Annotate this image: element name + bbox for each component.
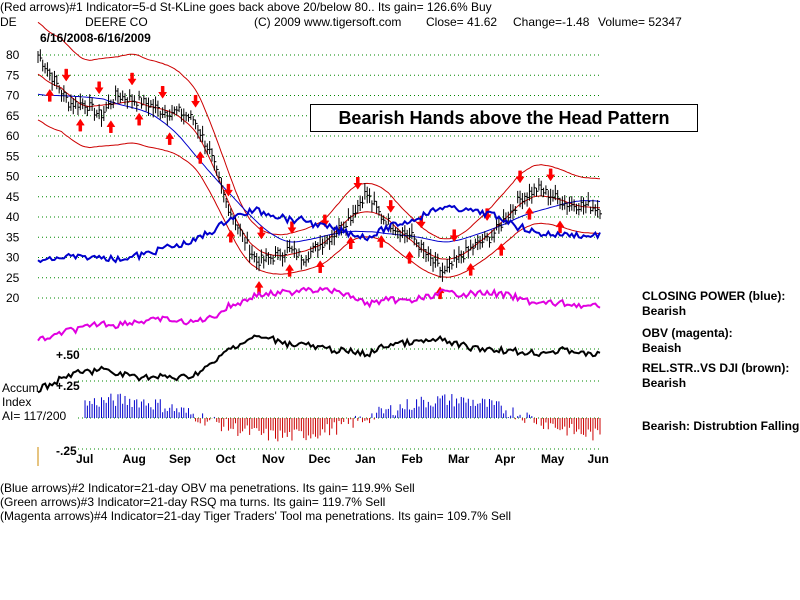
closing-power-title: CLOSING POWER (blue): bbox=[642, 289, 786, 303]
y-tick-75: 75 bbox=[6, 68, 20, 82]
volume-value: Volume= 52347 bbox=[598, 15, 682, 29]
sell-arrow bbox=[191, 94, 201, 108]
y-tick-65: 65 bbox=[6, 109, 20, 123]
obv-title: OBV (magenta): bbox=[642, 326, 733, 340]
obv-path bbox=[37, 286, 601, 342]
company-name: DEERE CO bbox=[85, 15, 148, 29]
y-tick-40: 40 bbox=[6, 210, 20, 224]
footer-magenta-arrows: (Magenta arrows)#4 Indicator=21-day Tige… bbox=[0, 509, 512, 523]
closing-power-path bbox=[37, 204, 601, 264]
month-label: Feb bbox=[402, 452, 423, 466]
sell-arrow bbox=[287, 221, 297, 235]
month-label: Jul bbox=[76, 452, 93, 466]
buy-arrow bbox=[226, 229, 236, 243]
buy-arrow bbox=[346, 236, 356, 249]
month-label: Aug bbox=[123, 452, 146, 466]
buy-arrow bbox=[134, 112, 144, 126]
upper-band bbox=[37, 21, 601, 240]
buy-arrow bbox=[195, 151, 205, 164]
buy-arrow bbox=[524, 206, 534, 220]
sell-arrow bbox=[61, 68, 71, 82]
y-tick-60: 60 bbox=[6, 129, 20, 143]
accumulation-index bbox=[84, 393, 601, 442]
month-label: Jun bbox=[588, 452, 609, 466]
y-tick-30: 30 bbox=[6, 251, 20, 265]
y-tick-20: 20 bbox=[6, 291, 20, 305]
buy-arrow bbox=[165, 132, 175, 145]
month-label: Jan bbox=[355, 452, 376, 466]
buy-arrow bbox=[466, 262, 476, 276]
buy-arrow bbox=[496, 243, 506, 256]
obv-line bbox=[37, 286, 601, 342]
closing-power-line bbox=[37, 204, 601, 264]
closing-power-value: Bearish bbox=[642, 304, 687, 318]
sell-arrow bbox=[386, 200, 396, 213]
sell-arrow bbox=[416, 215, 426, 229]
accum-index-label: Index bbox=[2, 395, 32, 409]
month-label: Mar bbox=[448, 452, 470, 466]
signal-arrows bbox=[45, 68, 565, 300]
sell-arrow bbox=[546, 168, 556, 182]
y-tick-35: 35 bbox=[6, 230, 20, 244]
buy-arrow bbox=[555, 220, 565, 234]
buy-arrow bbox=[405, 250, 414, 264]
sell-arrow bbox=[515, 170, 525, 184]
price-bands bbox=[37, 21, 601, 278]
ticker-symbol: DE bbox=[0, 15, 17, 29]
month-label: Oct bbox=[216, 452, 236, 466]
month-label: Sep bbox=[169, 452, 191, 466]
copyright: (C) 2009 www.tigersoft.com bbox=[254, 15, 402, 29]
month-label: Dec bbox=[309, 452, 331, 466]
close-value: Close= 41.62 bbox=[426, 15, 498, 29]
y-tick-45: 45 bbox=[6, 190, 20, 204]
header-signal-line: (Red arrows)#1 Indicator=5-d St-KLine go… bbox=[0, 0, 492, 14]
relstr-value: Bearish bbox=[642, 376, 687, 390]
buy-arrow bbox=[315, 260, 325, 273]
accum-tick-top: +.50 bbox=[56, 348, 80, 362]
date-range: 6/16/2008-6/16/2009 bbox=[40, 31, 151, 45]
sell-arrow bbox=[353, 176, 363, 190]
sell-arrow bbox=[256, 226, 266, 240]
sell-arrow bbox=[449, 229, 459, 243]
month-axis: Jul Aug Sep Oct Nov Dec Jan Feb Mar Apr May Jun bbox=[76, 452, 609, 466]
price-bars bbox=[37, 49, 602, 282]
change-value: Change=-1.48 bbox=[513, 15, 590, 29]
sell-arrow bbox=[94, 81, 104, 95]
month-label: Nov bbox=[262, 452, 285, 466]
buy-arrow bbox=[285, 264, 295, 277]
sell-arrow bbox=[127, 72, 137, 86]
buy-arrow bbox=[376, 234, 386, 248]
relstr-path bbox=[37, 334, 601, 394]
accum-tick-bot: -.25 bbox=[56, 444, 77, 458]
lower-band bbox=[37, 119, 601, 278]
month-label: May bbox=[541, 452, 565, 466]
obv-value: Beaish bbox=[642, 341, 682, 355]
sell-arrow bbox=[224, 183, 233, 197]
pattern-title: Bearish Hands above the Head Pattern bbox=[310, 104, 698, 132]
footer-blue-arrows: (Blue arrows)#2 Indicator=21-day OBV ma … bbox=[0, 481, 415, 495]
relstr-title: REL.STR..VS DJI (brown): bbox=[642, 361, 790, 375]
moving-average bbox=[37, 73, 601, 260]
buy-arrow bbox=[45, 88, 55, 102]
footer-green-arrows: (Green arrows)#3 Indicator=21-day RSQ ma… bbox=[0, 495, 386, 509]
accum-label: Accum bbox=[2, 381, 39, 395]
y-tick-50: 50 bbox=[6, 170, 20, 184]
y-tick-25: 25 bbox=[6, 271, 20, 285]
y-tick-80: 80 bbox=[6, 48, 20, 62]
accum-tick-mid: +.25 bbox=[56, 379, 80, 393]
price-axis-ticks: 80 75 70 65 60 55 50 45 40 35 30 25 20 bbox=[6, 48, 20, 305]
buy-arrow bbox=[75, 118, 85, 132]
accum-ai-value: AI= 117/200 bbox=[2, 409, 67, 423]
accum-status: Bearish: Distrubtion Falling. bbox=[642, 419, 800, 433]
buy-arrow bbox=[106, 120, 116, 133]
y-tick-70: 70 bbox=[6, 89, 20, 103]
y-tick-55: 55 bbox=[6, 149, 20, 163]
relative-strength-line bbox=[37, 334, 601, 394]
sell-arrow bbox=[158, 86, 168, 99]
month-label: Apr bbox=[495, 452, 516, 466]
